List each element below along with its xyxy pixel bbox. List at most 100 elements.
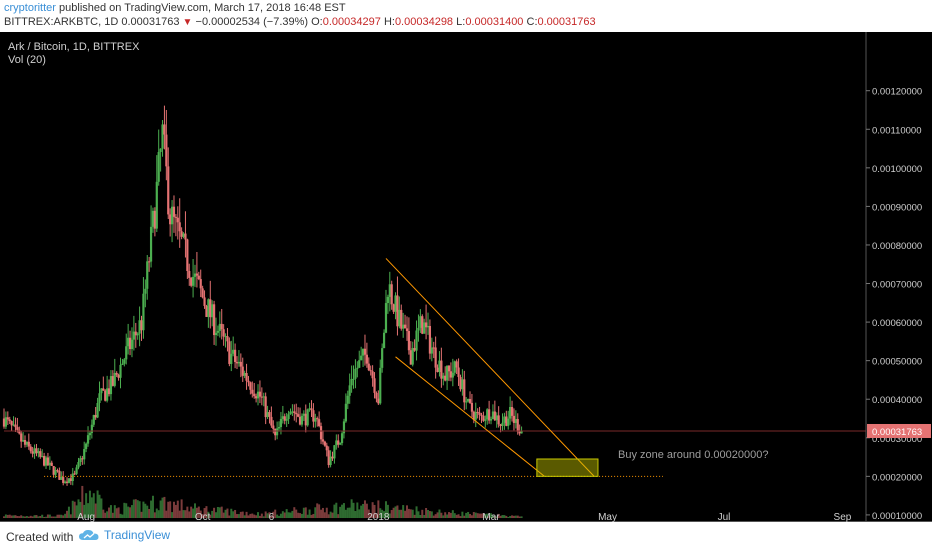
volume-bar — [516, 515, 519, 518]
candle-body — [88, 433, 92, 436]
price-chart[interactable]: 0.00010000 0.00020000 0.00030000 0.00040000… — [0, 32, 932, 522]
candle-body — [413, 348, 416, 351]
volume-bar — [205, 506, 208, 518]
volume-bar — [132, 499, 135, 518]
volume-bar — [377, 500, 380, 518]
candle-body — [421, 316, 424, 334]
candle-body — [205, 305, 208, 317]
volume-bar — [37, 516, 40, 518]
volume-bar — [467, 511, 470, 518]
candle-body — [172, 206, 176, 217]
volume-indicator-label: Vol (20) — [8, 54, 46, 66]
volume-bar — [514, 515, 517, 518]
candle-body — [360, 355, 363, 361]
candle-body — [186, 239, 189, 272]
volume-bar — [262, 516, 265, 518]
candle-body — [20, 433, 23, 442]
candle-body — [264, 396, 267, 418]
candle-body — [258, 391, 262, 397]
volume-bar — [255, 515, 258, 518]
candle-body — [117, 374, 120, 378]
volume-bar — [358, 509, 361, 518]
volume-bar — [339, 506, 342, 518]
candle-body — [209, 299, 212, 318]
candle-body — [468, 398, 472, 403]
candle-body — [193, 273, 197, 277]
candle-body — [212, 304, 216, 336]
volume-bar — [157, 510, 160, 518]
volume-bar — [75, 505, 78, 518]
volume-bar — [87, 503, 90, 518]
candle-body — [94, 415, 97, 418]
candle-body — [50, 462, 53, 466]
candle-body — [493, 411, 496, 421]
volume-bar — [251, 513, 254, 518]
x-tick-label: Mar — [482, 512, 500, 522]
volume-bar — [430, 511, 433, 518]
volume-bar — [163, 496, 166, 518]
candle-body — [512, 415, 516, 423]
candle-body — [96, 403, 99, 418]
volume-bar — [398, 509, 401, 518]
candle-body — [304, 413, 307, 426]
volume-bar — [106, 511, 109, 518]
candle-body — [148, 261, 151, 263]
candle-body — [140, 320, 143, 331]
candle-body — [199, 279, 202, 289]
author-link[interactable]: cryptoritter — [4, 2, 56, 14]
x-tick-label: Jul — [718, 512, 731, 522]
candle-body — [276, 428, 279, 436]
x-tick-label: Oct — [195, 512, 211, 522]
candle-body — [167, 166, 170, 215]
volume-bar — [482, 513, 485, 518]
candle-body — [325, 445, 328, 451]
candle-body — [358, 360, 361, 368]
candle-body — [190, 277, 193, 286]
candle-body — [436, 367, 439, 373]
volume-bar — [325, 507, 328, 518]
candle-body — [476, 411, 479, 413]
candle-body — [243, 373, 246, 376]
volume-bar — [474, 512, 477, 518]
volume-bar — [48, 514, 51, 518]
candle-body — [4, 417, 8, 427]
candle-body — [115, 372, 118, 375]
volume-bar — [98, 494, 101, 518]
candle-body — [201, 288, 204, 298]
candle-body — [419, 316, 422, 328]
volume-bar — [302, 507, 305, 518]
candle-body — [163, 124, 166, 135]
candle-body — [232, 349, 235, 354]
candle-body — [486, 409, 489, 420]
volume-bar — [109, 505, 112, 518]
candle-body — [386, 296, 389, 304]
volume-bar — [306, 514, 309, 518]
volume-bar — [451, 510, 454, 518]
candle-body — [161, 124, 164, 149]
y-tick-label: 0.00120000 — [872, 87, 922, 98]
chart-area[interactable]: 0.00010000 0.00020000 0.00030000 0.00040000… — [0, 32, 932, 522]
tradingview-link[interactable]: TradingView — [78, 528, 170, 542]
volume-bar — [402, 505, 405, 518]
candle-body — [64, 481, 67, 483]
candle-body — [379, 367, 382, 404]
volume-bar — [153, 512, 156, 518]
volume-bar — [405, 505, 408, 518]
volume-bar — [193, 503, 196, 518]
candle-body — [499, 424, 502, 426]
volume-bar — [281, 511, 284, 518]
candle-body — [350, 379, 353, 386]
volume-bar — [224, 509, 227, 518]
volume-bar — [81, 485, 84, 518]
volume-bar — [383, 511, 386, 518]
volume-bar — [505, 515, 508, 518]
candle-body — [381, 348, 384, 368]
candle-body — [102, 388, 105, 391]
candle-body — [371, 371, 374, 379]
volume-bar — [413, 514, 416, 518]
volume-bar — [293, 507, 296, 518]
candle-body — [256, 391, 260, 399]
volume-bar — [54, 516, 57, 518]
volume-bar — [83, 504, 86, 518]
candle-body — [281, 416, 284, 419]
